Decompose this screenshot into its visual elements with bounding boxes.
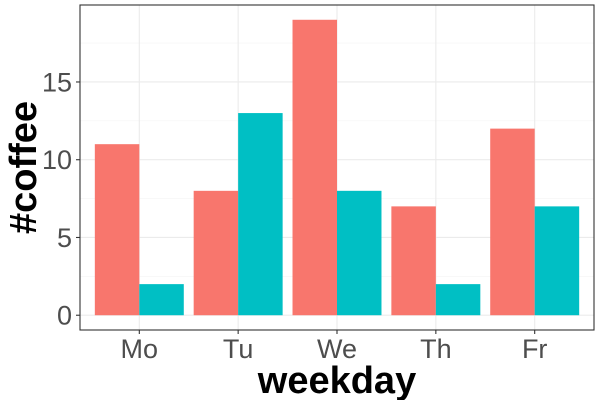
x-tick-label: Mo bbox=[121, 334, 159, 364]
y-axis-title: #coffee bbox=[3, 101, 45, 234]
x-axis-ticks: Mo Tu We Th Fr bbox=[121, 330, 547, 364]
bar-fr-series-1 bbox=[490, 128, 535, 316]
x-tick-label: Th bbox=[420, 334, 452, 364]
x-tick-label: Tu bbox=[223, 334, 254, 364]
bar-we-series-1 bbox=[292, 19, 337, 316]
y-tick-label: 5 bbox=[57, 223, 72, 253]
bar-mo-series-2 bbox=[139, 284, 184, 316]
bar-tu-series-2 bbox=[238, 113, 283, 316]
y-tick-label: 0 bbox=[57, 301, 72, 331]
y-axis-ticks: 0 5 10 15 bbox=[42, 67, 80, 331]
x-tick-label: Fr bbox=[522, 334, 547, 364]
x-tick-label: We bbox=[317, 334, 357, 364]
bar-th-series-1 bbox=[391, 206, 436, 316]
bar-tu-series-1 bbox=[193, 190, 239, 316]
bars bbox=[94, 19, 580, 316]
bar-we-series-2 bbox=[337, 190, 382, 316]
bar-fr-series-2 bbox=[534, 206, 580, 316]
y-tick-label: 10 bbox=[42, 145, 72, 175]
bar-mo-series-1 bbox=[94, 144, 140, 316]
y-tick-label: 15 bbox=[42, 67, 72, 97]
x-axis-title: weekday bbox=[257, 360, 416, 400]
bar-th-series-2 bbox=[435, 284, 481, 316]
